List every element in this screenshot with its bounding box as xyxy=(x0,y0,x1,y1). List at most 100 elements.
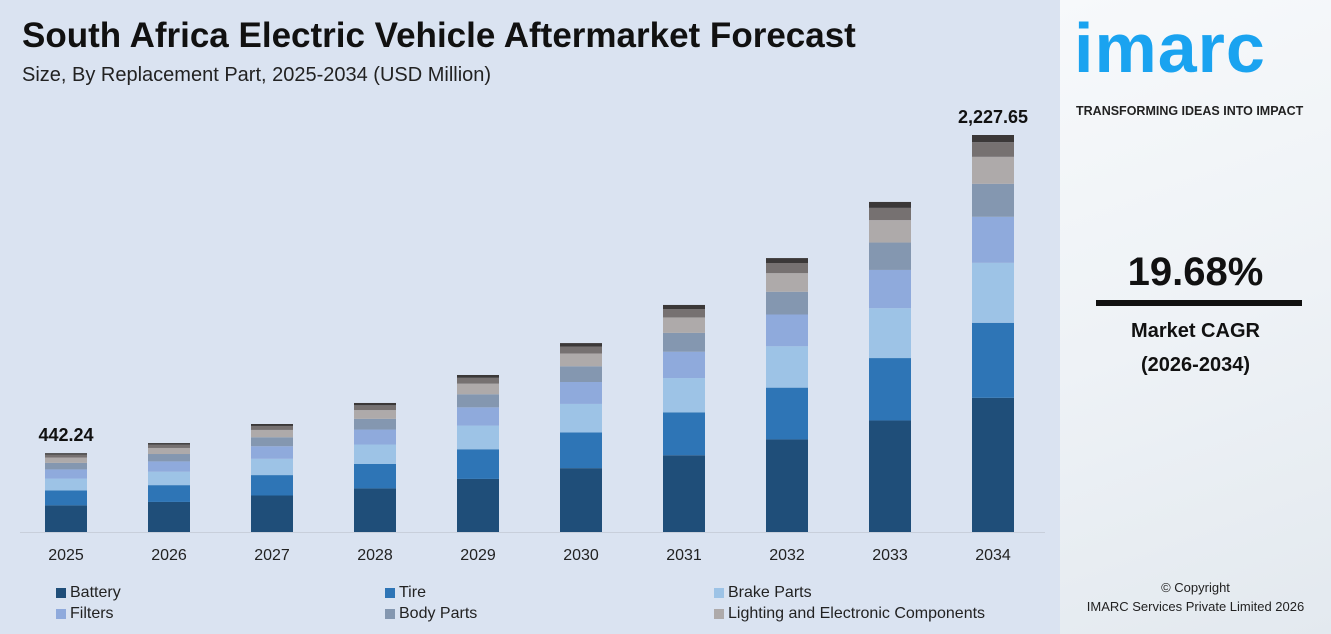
x-tick-label: 2032 xyxy=(769,547,805,564)
bar-segment-other xyxy=(251,425,293,430)
bar-segment-filters xyxy=(766,314,808,347)
bar-segment-battery xyxy=(251,495,293,532)
bar-segment-tire xyxy=(354,464,396,489)
chart-subtitle: Size, By Replacement Part, 2025-2034 (US… xyxy=(22,64,492,86)
bar-segment-body-parts xyxy=(972,183,1014,217)
bar-segment-other xyxy=(45,453,87,455)
bar-segment-lighting-and-electronic-components xyxy=(869,220,911,243)
legend-item: Tire xyxy=(385,584,426,602)
legend-swatch xyxy=(714,588,724,598)
bar-segment-lighting-and-electronic-components xyxy=(251,429,293,438)
bar-segment-filters xyxy=(251,446,293,459)
bar-segment-filters xyxy=(560,382,602,404)
brand-panel: imarc TRANSFORMING IDEAS INTO IMPACT 19.… xyxy=(1060,0,1331,634)
x-tick-label: 2030 xyxy=(563,547,599,564)
bar-segment-tire xyxy=(560,432,602,469)
bar-segment-other xyxy=(663,304,705,310)
bar-segment-lighting-and-electronic-components xyxy=(45,457,87,463)
bar-segment-brake-parts xyxy=(972,262,1014,323)
bar-segment-tire xyxy=(251,475,293,496)
bar-segment-other xyxy=(766,263,808,274)
bar-segment-battery xyxy=(972,397,1014,532)
bar-segment-body-parts xyxy=(354,418,396,430)
bar-segment-battery xyxy=(560,468,602,532)
legend-swatch xyxy=(56,588,66,598)
x-tick-label: 2034 xyxy=(975,547,1011,564)
bar-segment-filters xyxy=(148,461,190,472)
bar-segment-tire xyxy=(663,412,705,456)
bar-segment-body-parts xyxy=(869,242,911,270)
legend-item: Battery xyxy=(56,584,121,602)
bar-segment-brake-parts xyxy=(560,403,602,433)
bar-segment-other xyxy=(354,405,396,411)
bar-segment-filters xyxy=(663,351,705,379)
legend-item: Filters xyxy=(56,605,114,623)
bar-segment-battery xyxy=(148,501,190,532)
bar-segment-brake-parts xyxy=(251,458,293,476)
bar-segment-other xyxy=(45,454,87,458)
bar-segment-tire xyxy=(148,485,190,502)
bar-segment-battery xyxy=(869,420,911,532)
bar-segment-lighting-and-electronic-components xyxy=(766,273,808,292)
legend-swatch xyxy=(385,588,395,598)
bar-segment-body-parts xyxy=(457,394,499,408)
legend-label: Filters xyxy=(70,605,114,622)
bar-segment-tire xyxy=(972,322,1014,398)
bar-segment-lighting-and-electronic-components xyxy=(972,156,1014,184)
bar-segment-body-parts xyxy=(766,291,808,315)
x-tick-label: 2033 xyxy=(872,547,908,564)
bar-segment-body-parts xyxy=(251,437,293,447)
legend-item: Body Parts xyxy=(385,605,477,623)
bar-segment-other xyxy=(766,258,808,264)
bar-segment-filters xyxy=(45,469,87,479)
bar-segment-brake-parts xyxy=(354,444,396,465)
bar-segment-battery xyxy=(457,478,499,532)
bar-segment-tire xyxy=(45,490,87,506)
bar-segment-other xyxy=(560,343,602,347)
x-tick-label: 2027 xyxy=(254,547,290,564)
bar-segment-body-parts xyxy=(148,454,190,462)
chart-title: South Africa Electric Vehicle Aftermarke… xyxy=(22,16,856,55)
legend-label: Body Parts xyxy=(399,605,478,622)
stacked-bar-chart: 2025 442.24 2026 2027 2028 2029 2030 2031 2032 20… xyxy=(20,107,1045,564)
tagline: TRANSFORMING IDEAS INTO IMPACT xyxy=(1076,104,1304,118)
legend-label: Brake Parts xyxy=(728,584,812,601)
cagr-period: (2026-2034) xyxy=(1141,354,1250,376)
bar-segment-battery xyxy=(354,488,396,532)
bar-segment-other xyxy=(148,443,190,445)
bar-segment-other xyxy=(457,374,499,378)
bar-segment-body-parts xyxy=(45,462,87,470)
bar-segment-body-parts xyxy=(560,366,602,383)
bar-segment-tire xyxy=(766,387,808,440)
bar-segment-lighting-and-electronic-components xyxy=(663,317,705,333)
bar-segment-other xyxy=(869,207,911,221)
bar-segment-brake-parts xyxy=(45,478,87,491)
bar-segment-lighting-and-electronic-components xyxy=(148,447,190,455)
bar-segment-filters xyxy=(972,216,1014,263)
bar-segment-other xyxy=(148,444,190,448)
bar-segment-other xyxy=(663,309,705,318)
imarc-logo: imarc xyxy=(1074,9,1266,87)
legend-item: Lighting and Electronic Components xyxy=(714,605,985,623)
x-tick-label: 2028 xyxy=(357,547,393,564)
legend-swatch xyxy=(714,609,724,619)
bar-segment-brake-parts xyxy=(148,471,190,486)
bar-segment-lighting-and-electronic-components xyxy=(560,353,602,367)
bar-segment-battery xyxy=(663,455,705,532)
copyright: © Copyright xyxy=(1161,580,1230,595)
cagr-label: Market CAGR xyxy=(1131,320,1260,342)
bar-segment-brake-parts xyxy=(766,346,808,388)
x-tick-label: 2026 xyxy=(151,547,187,564)
legend-item: Brake Parts xyxy=(714,584,812,602)
x-tick-label: 2031 xyxy=(666,547,702,564)
bar-segment-filters xyxy=(869,269,911,309)
bar-segment-lighting-and-electronic-components xyxy=(457,383,499,395)
bar-segment-battery xyxy=(45,505,87,532)
bar-segment-other xyxy=(972,142,1014,157)
bar-segment-brake-parts xyxy=(869,308,911,359)
bar-segment-other xyxy=(560,346,602,354)
x-tick-label: 2029 xyxy=(460,547,496,564)
legend-label: Battery xyxy=(70,584,121,601)
legend-label: Tire xyxy=(399,584,426,601)
company-name: IMARC Services Private Limited 2026 xyxy=(1086,599,1305,614)
